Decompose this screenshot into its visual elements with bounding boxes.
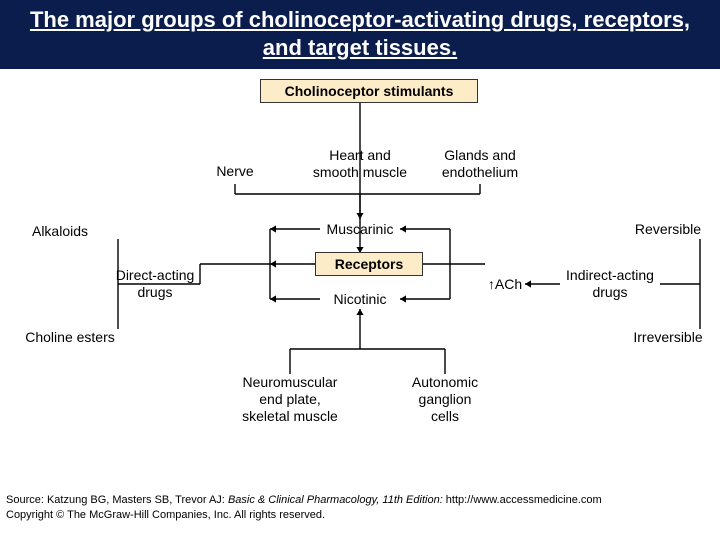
node-neuromusc: Neuromuscular end plate, skeletal muscle [220,374,360,424]
node-indirect: Indirect-acting drugs [540,267,680,301]
source-line: Source: Katzung BG, Masters SB, Trevor A… [6,493,714,508]
node-reversible: Reversible [598,221,720,238]
footer: Source: Katzung BG, Masters SB, Trevor A… [0,489,720,524]
node-autonomic: Autonomic ganglion cells [375,374,515,424]
node-choline: Choline esters [0,329,140,346]
source-url: http://www.accessmedicine.com [443,494,602,506]
node-muscarinic: Muscarinic [290,221,430,238]
node-direct: Direct-acting drugs [85,267,225,301]
node-glands: Glands and endothelium [410,147,550,181]
node-irreversible: Irreversible [598,329,720,346]
node-alkaloids: Alkaloids [0,223,130,240]
node-nicotinic: Nicotinic [290,291,430,308]
copyright-line: Copyright © The McGraw-Hill Companies, I… [6,508,714,523]
node-nerve: Nerve [165,163,305,180]
source-title: Basic & Clinical Pharmacology, 11th Edit… [228,494,443,506]
node-heart: Heart and smooth muscle [290,147,430,181]
node-receptors: Receptors [315,252,423,277]
diagram-canvas: Cholinoceptor stimulants Receptors NerveHe… [0,69,720,489]
page-title: The major groups of cholinoceptor-activa… [0,0,720,69]
node-stimulants: Cholinoceptor stimulants [260,79,478,104]
source-prefix: Source: Katzung BG, Masters SB, Trevor A… [6,494,228,506]
